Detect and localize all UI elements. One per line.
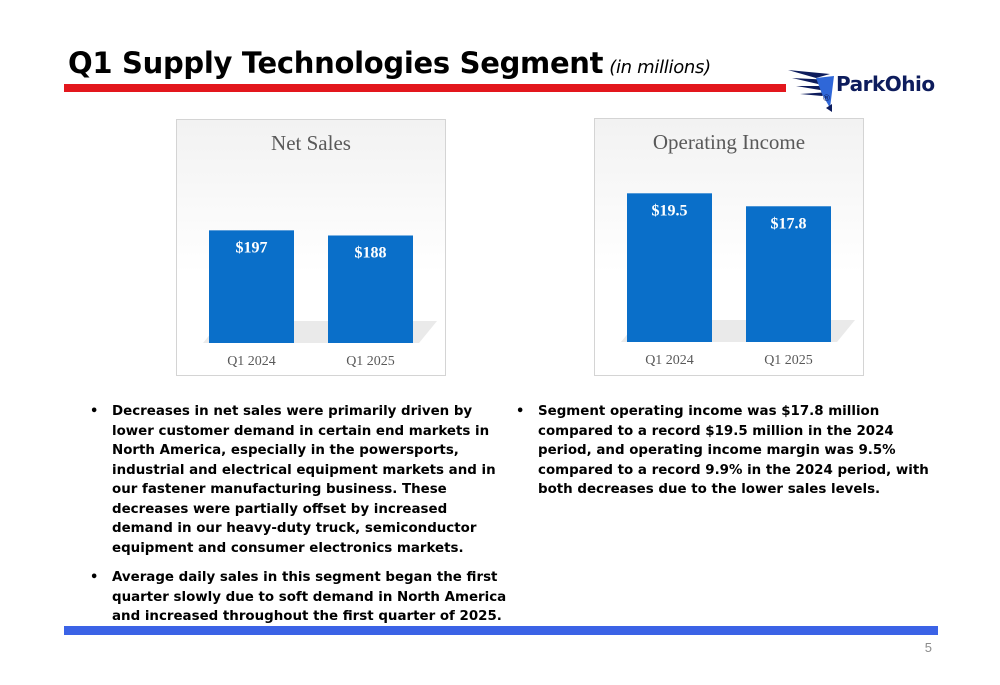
page-number: 5 bbox=[924, 640, 932, 655]
left-bullet-2: Average daily sales in this segment bega… bbox=[90, 568, 508, 627]
left-bullet-list: Decreases in net sales were primarily dr… bbox=[90, 402, 508, 637]
right-bullet-1: Segment operating income was $17.8 milli… bbox=[516, 402, 940, 500]
chart1-category-label-2: Q1 2025 bbox=[764, 353, 813, 368]
left-bullet-1: Decreases in net sales were primarily dr… bbox=[90, 402, 508, 558]
registered-mark: ® bbox=[822, 94, 831, 104]
net-sales-chart-svg: Net Sales $197 Q1 2024 $188 Q1 2025 bbox=[203, 131, 437, 369]
right-bullet-list: Segment operating income was $17.8 milli… bbox=[516, 402, 940, 510]
chart0-data-label-2: $188 bbox=[355, 244, 387, 261]
operating-income-chart: Operating Income $19.5 Q1 2024 $17.8 Q1 2025 bbox=[594, 118, 864, 376]
title-text: Q1 Supply Technologies Segment bbox=[68, 46, 604, 80]
eagle-logo-icon bbox=[788, 70, 834, 112]
chart1-bar-2 bbox=[746, 206, 831, 342]
chart1-data-label-2: $17.8 bbox=[771, 215, 807, 232]
chart1-bar-1 bbox=[627, 193, 712, 342]
parkohio-logo: ParkOhio ® bbox=[786, 64, 946, 114]
title-underline bbox=[64, 84, 786, 92]
chart0-category-label-1: Q1 2024 bbox=[227, 354, 276, 369]
chart0-data-label-1: $197 bbox=[236, 239, 268, 256]
footer-rule bbox=[64, 626, 938, 635]
chart1-title: Operating Income bbox=[653, 130, 805, 154]
chart0-bar-1 bbox=[209, 230, 294, 343]
title-qualifier: (in millions) bbox=[609, 57, 711, 78]
operating-income-chart-svg: Operating Income $19.5 Q1 2024 $17.8 Q1 2025 bbox=[621, 130, 855, 368]
slide-title: Q1 Supply Technologies Segment (in millio… bbox=[68, 46, 711, 80]
chart0-title: Net Sales bbox=[271, 131, 351, 155]
chart0-bar-2 bbox=[328, 235, 413, 343]
chart1-data-label-1: $19.5 bbox=[652, 202, 688, 219]
chart0-category-label-2: Q1 2025 bbox=[346, 354, 395, 369]
net-sales-chart: Net Sales $197 Q1 2024 $188 Q1 2025 bbox=[176, 119, 446, 376]
logo-wordmark: ParkOhio bbox=[836, 72, 935, 96]
chart1-category-label-1: Q1 2024 bbox=[645, 353, 694, 368]
